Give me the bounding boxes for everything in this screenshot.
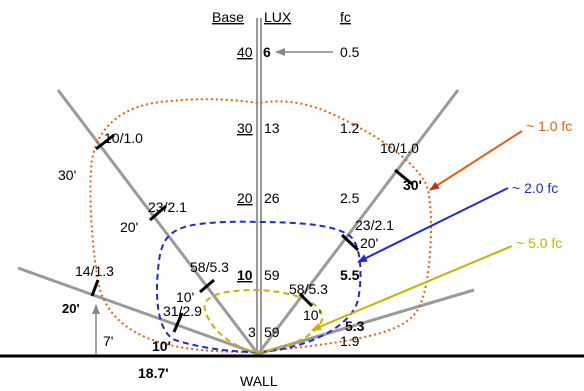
- ray-label-right-inner: 58/5.3: [289, 281, 328, 297]
- contour-2fc: [155, 220, 362, 354]
- wall-label: WALL: [240, 373, 278, 389]
- distance-left-20-flat: 20': [62, 301, 80, 316]
- distance-right-10: 10': [303, 307, 321, 323]
- distance-height-7: 7': [103, 333, 113, 349]
- tick-left-10: [199, 278, 215, 294]
- tick-left-20: [149, 204, 167, 222]
- scale-base-20: 20: [237, 190, 253, 206]
- scale-lux-59-low: 59: [264, 324, 280, 340]
- legend-5fc: ~ 5.0 fc: [516, 235, 562, 251]
- ray-label-right-mid: 23/2.1: [355, 217, 394, 233]
- tick-right-10: [298, 292, 314, 308]
- contour-1fc: [89, 98, 433, 354]
- legend-arrow-2fc: [357, 187, 509, 263]
- legend-arrow-1fc: [429, 130, 523, 191]
- header-base: Base: [212, 9, 244, 25]
- distance-left-10-inner: 10': [176, 289, 194, 305]
- ray-right-outer: [256, 89, 460, 355]
- scale-fc-5-3: 5.3: [345, 318, 365, 334]
- legend-1fc: ~ 1.0 fc: [526, 118, 572, 134]
- scale-base-10: 10: [237, 267, 253, 283]
- scale-lux-13: 13: [264, 120, 280, 136]
- scale-fc-2-5: 2.5: [340, 190, 360, 206]
- scale-fc-1-9: 1.9: [340, 333, 360, 349]
- contour-5fc: [203, 288, 324, 354]
- tick-left-flat-20: [90, 279, 100, 297]
- tick-right-20: [340, 233, 360, 252]
- ray-right-flat: [257, 288, 475, 356]
- tick-left-30: [95, 133, 115, 151]
- legend-2fc: ~ 2.0 fc: [512, 180, 558, 196]
- legend-arrow-5fc: [311, 245, 513, 331]
- scale-base-30: 30: [237, 120, 253, 136]
- header-fc: fc: [340, 9, 351, 25]
- ray-label-right-outer-top: 10/1.0: [380, 140, 419, 156]
- scale-lux-59: 59: [264, 267, 280, 283]
- scale-fc-5-5: 5.5: [340, 267, 360, 283]
- distance-right-20: 20': [360, 235, 378, 251]
- ray-left-outer: [56, 89, 260, 355]
- distance-left-20: 20': [120, 219, 138, 235]
- distance-total: 18.7': [138, 365, 169, 381]
- ray-label-left-mid: 23/2.1: [148, 199, 187, 215]
- scale-lux-26: 26: [264, 190, 280, 206]
- ray-label-left-flat: 14/1.3: [75, 263, 114, 279]
- ray-label-left-inner: 58/5.3: [190, 259, 229, 275]
- ray-label-left-outer-top: 10/1.0: [104, 130, 143, 146]
- ray-label-left-low: 31/2.9: [163, 303, 202, 319]
- scale-fc-0-5: 0.5: [340, 44, 360, 60]
- scale-base-3: 3: [248, 324, 256, 340]
- scale-fc-1-2: 1.2: [340, 120, 360, 136]
- scale-base-40: 40: [237, 44, 253, 60]
- distance-right-30: 30': [403, 177, 422, 193]
- scale-lux-6: 6: [263, 44, 271, 60]
- tick-left-10-low: [172, 312, 184, 333]
- distance-left-30: 30': [58, 167, 76, 183]
- ray-left-flat: [17, 266, 259, 356]
- tick-right-30: [394, 168, 413, 186]
- header-lux: LUX: [264, 9, 292, 25]
- distance-left-10-bold: 10': [152, 338, 171, 354]
